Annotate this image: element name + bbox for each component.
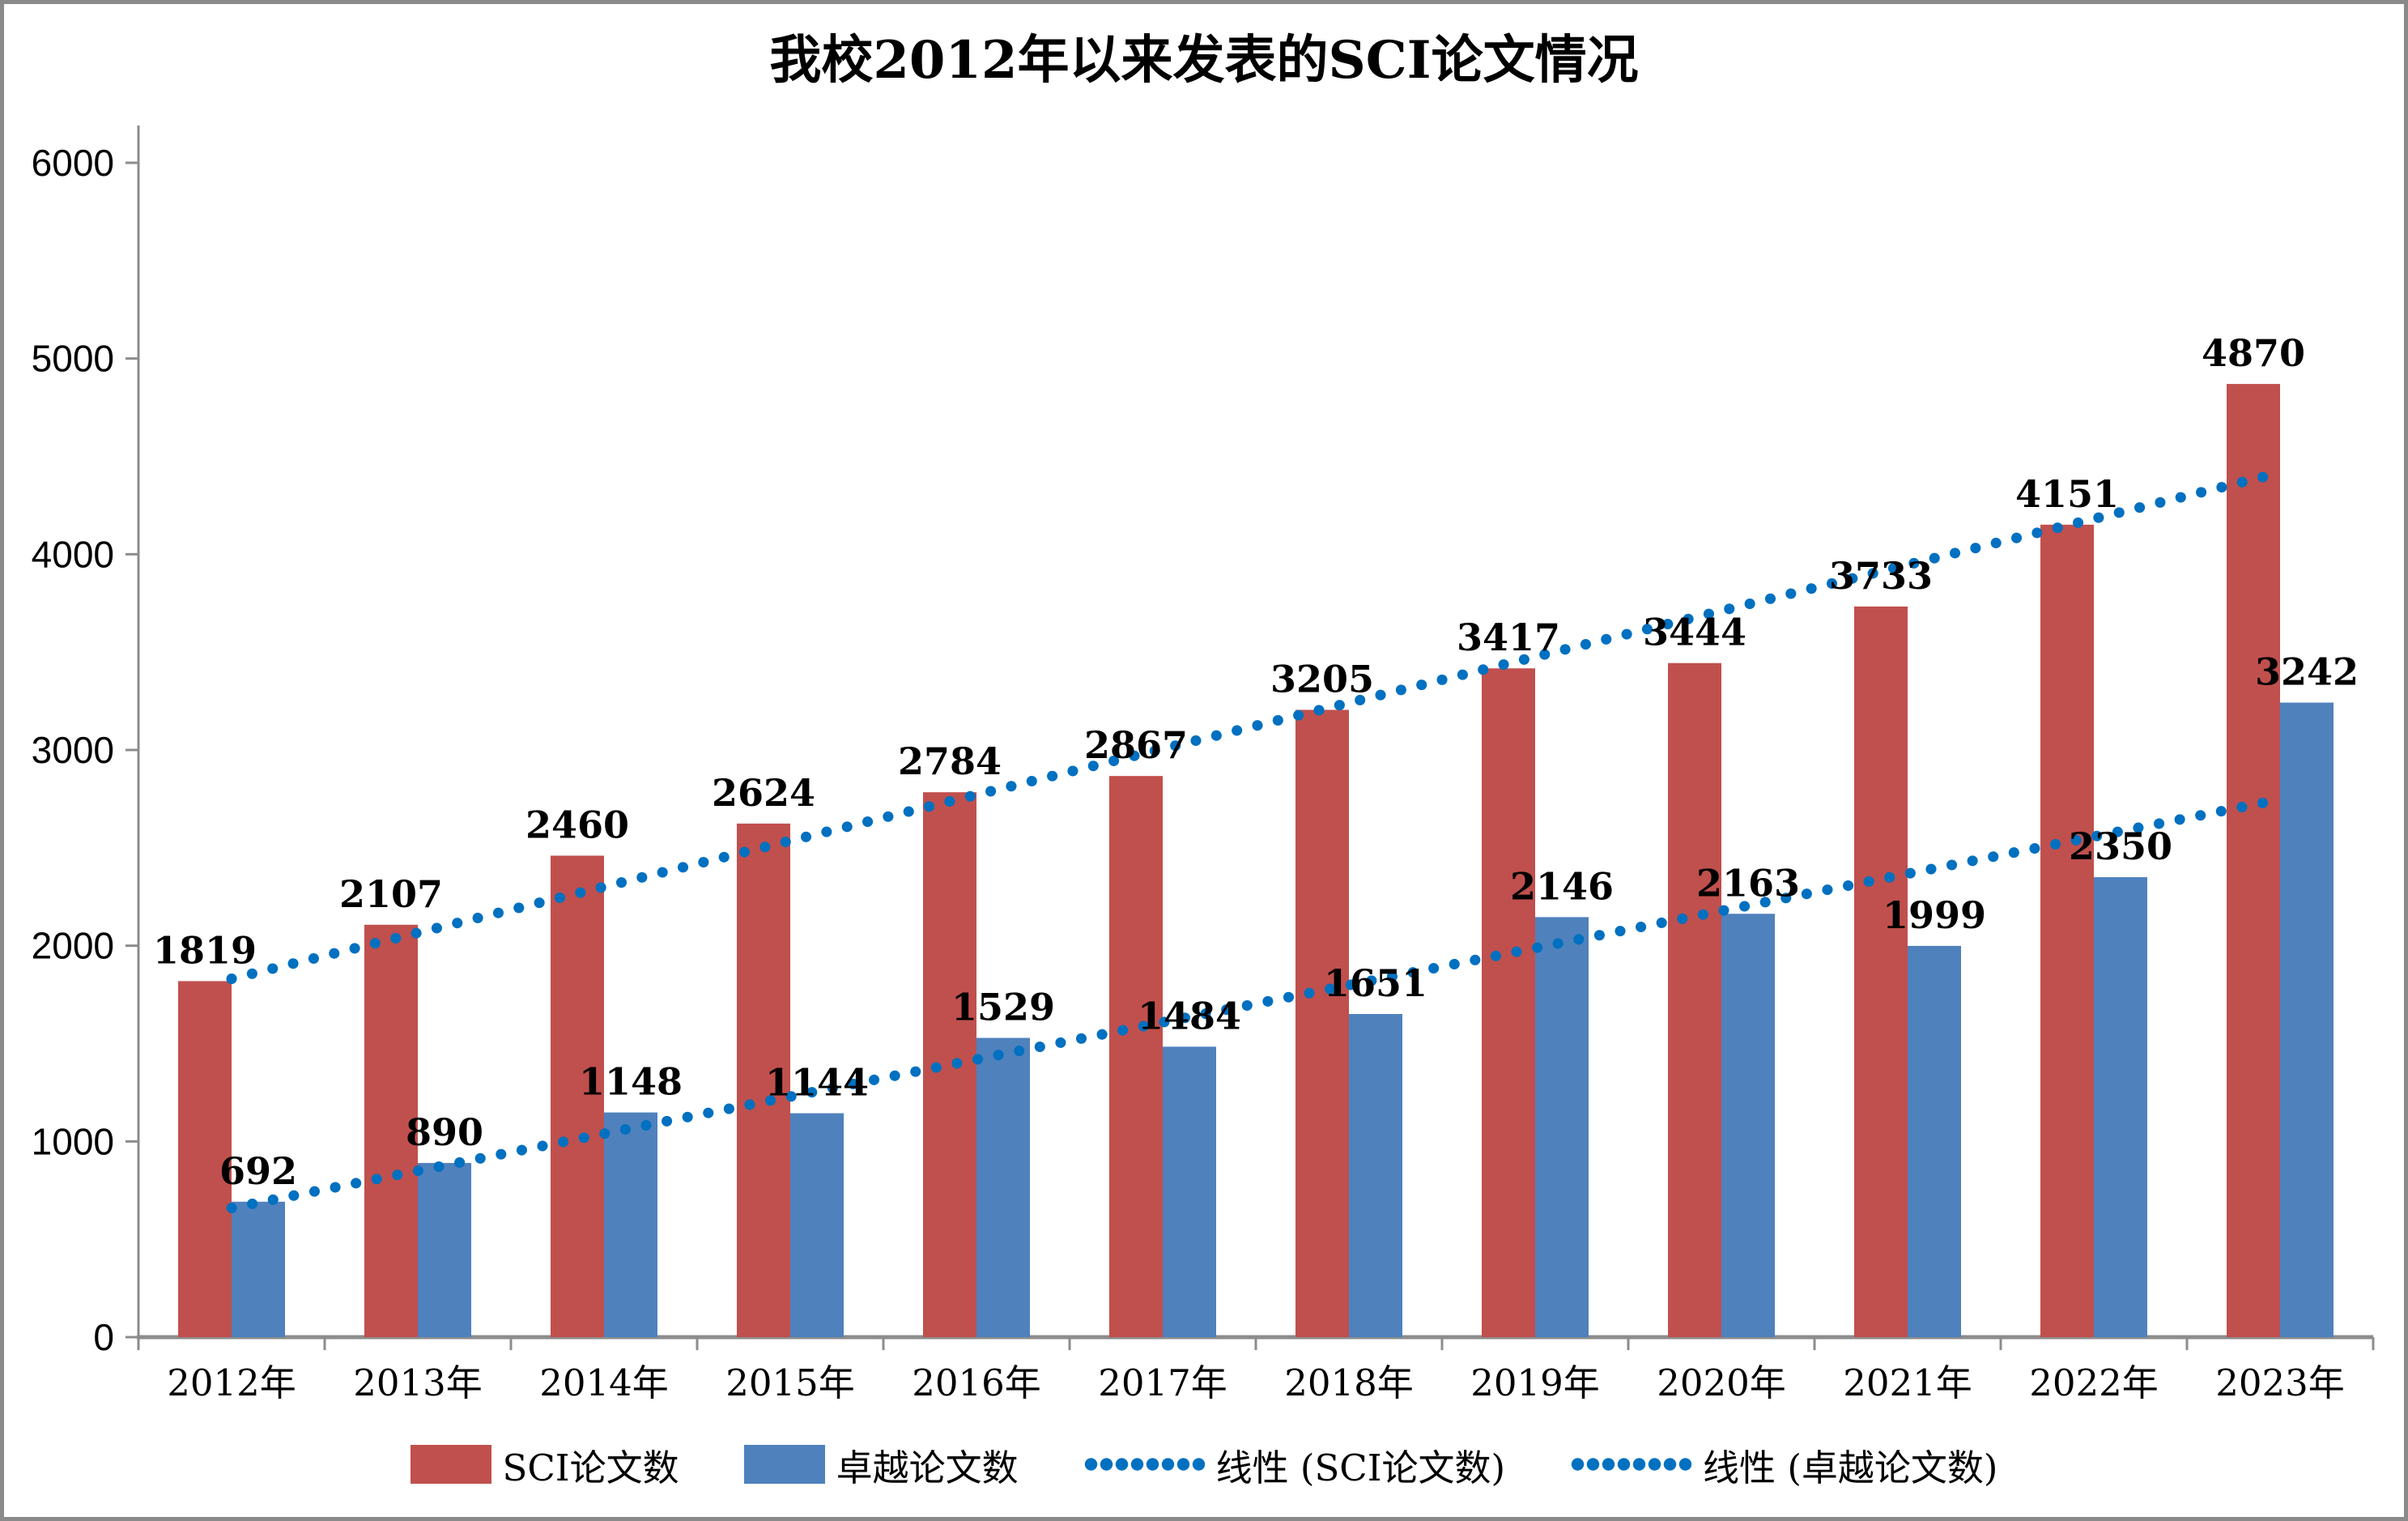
data-label-excellent-2014年: 1148 xyxy=(579,1060,683,1104)
x-tick-label: 2014年 xyxy=(539,1361,669,1404)
bar-excellent-2019年 xyxy=(1535,917,1589,1337)
bar-excellent-2012年 xyxy=(232,1201,285,1337)
legend-item-trend-sci: 线性 (SCI论文数) xyxy=(1083,1438,1505,1491)
data-label-excellent-2015年: 1144 xyxy=(765,1061,869,1105)
bar-excellent-2023年 xyxy=(2280,702,2334,1337)
legend-item-sci: SCI论文数 xyxy=(410,1438,679,1491)
y-tick-label: 3000 xyxy=(32,729,114,771)
bar-excellent-2017年 xyxy=(1163,1046,1216,1337)
x-tick-label: 2018年 xyxy=(1284,1361,1414,1404)
bar-excellent-2013年 xyxy=(418,1162,471,1337)
bar-excellent-2018年 xyxy=(1349,1014,1402,1337)
x-tick-label: 2022年 xyxy=(2029,1361,2159,1404)
bar-excellent-2014年 xyxy=(604,1112,657,1337)
y-tick-label: 5000 xyxy=(32,338,114,380)
y-tick-label: 2000 xyxy=(32,925,114,967)
y-tick-label: 1000 xyxy=(32,1120,114,1162)
legend-label-excellent: 卓越论文数 xyxy=(836,1446,1019,1489)
bar-sci-2014年 xyxy=(551,855,604,1337)
legend-label-trend-sci: 线性 (SCI论文数) xyxy=(1215,1446,1506,1489)
x-tick-label: 2015年 xyxy=(725,1361,855,1404)
bar-sci-2018年 xyxy=(1295,709,1349,1337)
bar-sci-2020年 xyxy=(1668,663,1721,1337)
sci-trendline xyxy=(226,467,2286,985)
data-label-excellent-2020年: 2163 xyxy=(1696,861,1800,905)
legend-item-excellent: 卓越论文数 xyxy=(743,1438,1019,1491)
data-label-sci-2014年: 2460 xyxy=(525,803,629,847)
data-label-sci-2020年: 3444 xyxy=(1643,611,1746,654)
legend-label-sci: SCI论文数 xyxy=(502,1446,679,1489)
y-tick-label: 0 xyxy=(93,1316,114,1358)
legend-label-trend-excellent: 线性 (卓越论文数) xyxy=(1703,1446,1998,1489)
data-label-excellent-2021年: 1999 xyxy=(1883,893,1986,937)
bar-sci-2019年 xyxy=(1482,668,1535,1337)
x-tick-label: 2021年 xyxy=(1843,1361,1972,1404)
data-label-excellent-2023年: 3242 xyxy=(2255,650,2359,694)
x-tick-label: 2013年 xyxy=(353,1361,483,1404)
data-label-excellent-2013年: 890 xyxy=(406,1110,483,1154)
x-tick-label: 2020年 xyxy=(1657,1361,1786,1404)
data-label-sci-2016年: 2784 xyxy=(898,739,1002,783)
chart-plot-area: 0 1000 2000 3000 4000 5000 6000 1819 2107 2460 262… xyxy=(32,126,2375,1404)
bar-excellent-2016年 xyxy=(976,1037,1030,1337)
data-label-sci-2013年: 2107 xyxy=(339,872,443,916)
data-label-excellent-2018年: 1651 xyxy=(1324,961,1427,1005)
bar-sci-2017年 xyxy=(1109,776,1163,1337)
data-label-sci-2019年: 3417 xyxy=(1457,616,1560,659)
x-tick-label: 2012年 xyxy=(167,1361,296,1404)
bar-excellent-2015年 xyxy=(790,1113,844,1337)
data-label-excellent-2022年: 2350 xyxy=(2069,824,2172,868)
y-tick-label: 4000 xyxy=(32,533,114,575)
excellent-trendline xyxy=(226,794,2286,1213)
bar-sci-2013年 xyxy=(364,924,418,1337)
sci-series-swatch xyxy=(410,1445,491,1484)
data-label-sci-2023年: 4870 xyxy=(2202,331,2305,375)
x-tick-label: 2017年 xyxy=(1098,1361,1227,1404)
bar-sci-2016年 xyxy=(923,792,976,1337)
bar-sci-2023年 xyxy=(2227,384,2280,1337)
legend-item-trend-excellent: 线性 (卓越论文数) xyxy=(1570,1438,1997,1491)
excellent-series-swatch xyxy=(743,1445,825,1484)
bar-excellent-2021年 xyxy=(1908,945,1961,1337)
bar-sci-2015年 xyxy=(737,823,790,1337)
bar-sci-2021年 xyxy=(1854,606,1908,1337)
data-label-excellent-2019年: 2146 xyxy=(1510,864,1614,908)
data-label-sci-2022年: 4151 xyxy=(2015,472,2119,516)
y-tick-label: 6000 xyxy=(32,142,114,184)
data-label-sci-2017年: 2867 xyxy=(1084,723,1188,767)
chart-title: 我校2012年以来发表的SCI论文情况 xyxy=(769,30,1639,91)
data-label-sci-2021年: 3733 xyxy=(1829,554,1933,598)
data-label-excellent-2012年: 692 xyxy=(219,1149,297,1193)
data-label-excellent-2017年: 1484 xyxy=(1138,994,1241,1037)
chart-legend: SCI论文数 卓越论文数 线性 (SCI论文数) 线性 (卓越论文数) xyxy=(4,1436,2404,1493)
bar-excellent-2020年 xyxy=(1721,914,1775,1337)
x-tick-label: 2023年 xyxy=(2215,1361,2345,1404)
bar-sci-2012年 xyxy=(178,981,232,1337)
data-label-sci-2012年: 1819 xyxy=(153,928,257,972)
bar-sci-2022年 xyxy=(2040,524,2094,1337)
x-tick-label: 2016年 xyxy=(912,1361,1041,1404)
bar-excellent-2022年 xyxy=(2094,877,2147,1337)
data-label-sci-2015年: 2624 xyxy=(712,771,815,815)
x-tick-label: 2019年 xyxy=(1470,1361,1600,1404)
data-label-excellent-2016年: 1529 xyxy=(951,985,1055,1029)
sci-trendline-swatch xyxy=(1083,1458,1205,1471)
data-label-sci-2018年: 3205 xyxy=(1270,657,1374,701)
excellent-trendline-swatch xyxy=(1570,1458,1692,1471)
